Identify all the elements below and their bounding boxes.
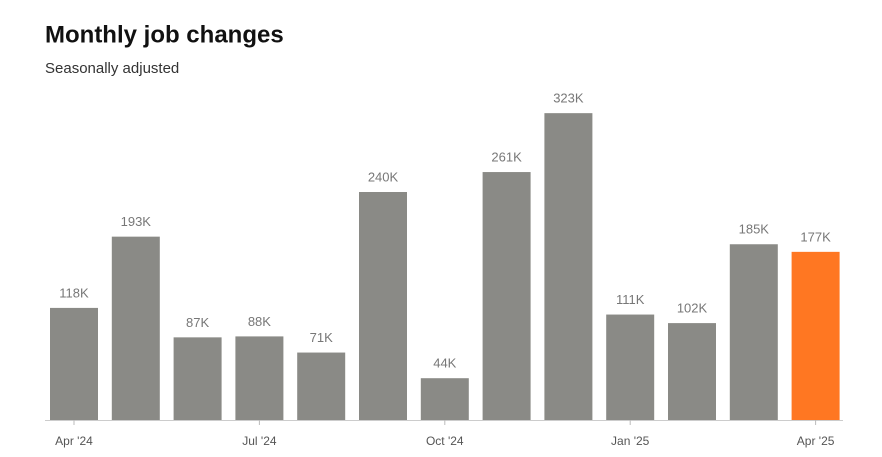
bar <box>297 352 346 420</box>
bar <box>791 251 840 420</box>
bar <box>482 172 531 420</box>
value-label: 323K <box>553 91 584 106</box>
bar <box>359 192 407 420</box>
bar <box>729 244 778 420</box>
value-label: 111K <box>616 292 645 307</box>
bar <box>606 314 655 420</box>
chart-title: Monthly job changes <box>45 21 284 48</box>
x-tick-label: Apr '24 <box>55 434 93 448</box>
bar <box>544 113 593 421</box>
value-label: 177K <box>800 229 831 244</box>
bar <box>173 337 222 420</box>
x-tick-label: Jul '24 <box>242 434 277 448</box>
value-label: 118K <box>59 285 89 300</box>
bar <box>420 378 469 420</box>
chart-subtitle: Seasonally adjusted <box>45 60 179 77</box>
x-tick-label: Jan '25 <box>611 434 650 448</box>
value-label: 88K <box>248 314 271 329</box>
value-label: 240K <box>368 169 399 184</box>
value-label: 185K <box>739 222 770 237</box>
bar <box>235 336 284 420</box>
x-tick-label: Apr '25 <box>797 434 835 448</box>
value-label: 102K <box>677 301 708 316</box>
value-label: 44K <box>433 356 456 371</box>
value-label: 261K <box>491 149 522 164</box>
x-tick-label: Oct '24 <box>426 434 464 448</box>
bar <box>668 323 716 420</box>
value-label: 71K <box>310 330 333 345</box>
value-label: 87K <box>186 315 209 330</box>
value-label: 193K <box>121 214 152 229</box>
bar <box>50 307 98 420</box>
bar <box>111 236 160 420</box>
